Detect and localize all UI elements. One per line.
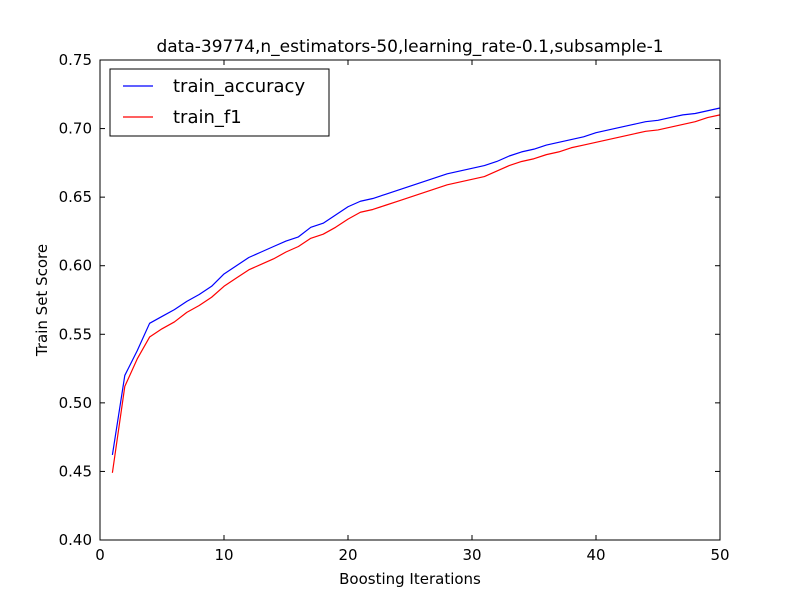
chart-title: data-39774,n_estimators-50,learning_rate… — [156, 37, 663, 57]
series-line-train-f1 — [111, 114, 721, 473]
y-tick-label: 0.55 — [59, 325, 92, 343]
y-axis-label: Train Set Score — [33, 244, 51, 357]
x-axis-ticks: 0 10 20 30 40 50 — [95, 60, 730, 564]
plot-frame — [99, 59, 721, 541]
y-tick-label: 0.70 — [59, 120, 92, 138]
x-tick-label: 40 — [586, 546, 605, 564]
legend-box — [109, 68, 330, 137]
series-line-train-accuracy — [111, 107, 721, 456]
legend: train_accuracy train_f1 — [109, 68, 330, 137]
legend-label-train-accuracy: train_accuracy — [173, 76, 305, 97]
y-tick-label: 0.60 — [59, 257, 92, 275]
y-tick-label: 0.50 — [59, 394, 92, 412]
x-tick-label: 20 — [338, 546, 357, 564]
x-tick-label: 50 — [710, 546, 729, 564]
x-tick-label: 0 — [95, 546, 105, 564]
legend-label-train-f1: train_f1 — [173, 107, 242, 128]
series-layer — [111, 107, 721, 473]
x-tick-label: 30 — [462, 546, 481, 564]
y-axis-ticks: 0.40 0.45 0.50 0.55 0.60 0.65 0.70 0.75 — [59, 51, 720, 549]
y-tick-label: 0.40 — [59, 531, 92, 549]
y-tick-label: 0.65 — [59, 188, 92, 206]
x-axis-label: Boosting Iterations — [339, 570, 481, 588]
x-tick-label: 10 — [214, 546, 233, 564]
y-tick-label: 0.45 — [59, 462, 92, 480]
y-tick-label: 0.75 — [59, 51, 92, 69]
